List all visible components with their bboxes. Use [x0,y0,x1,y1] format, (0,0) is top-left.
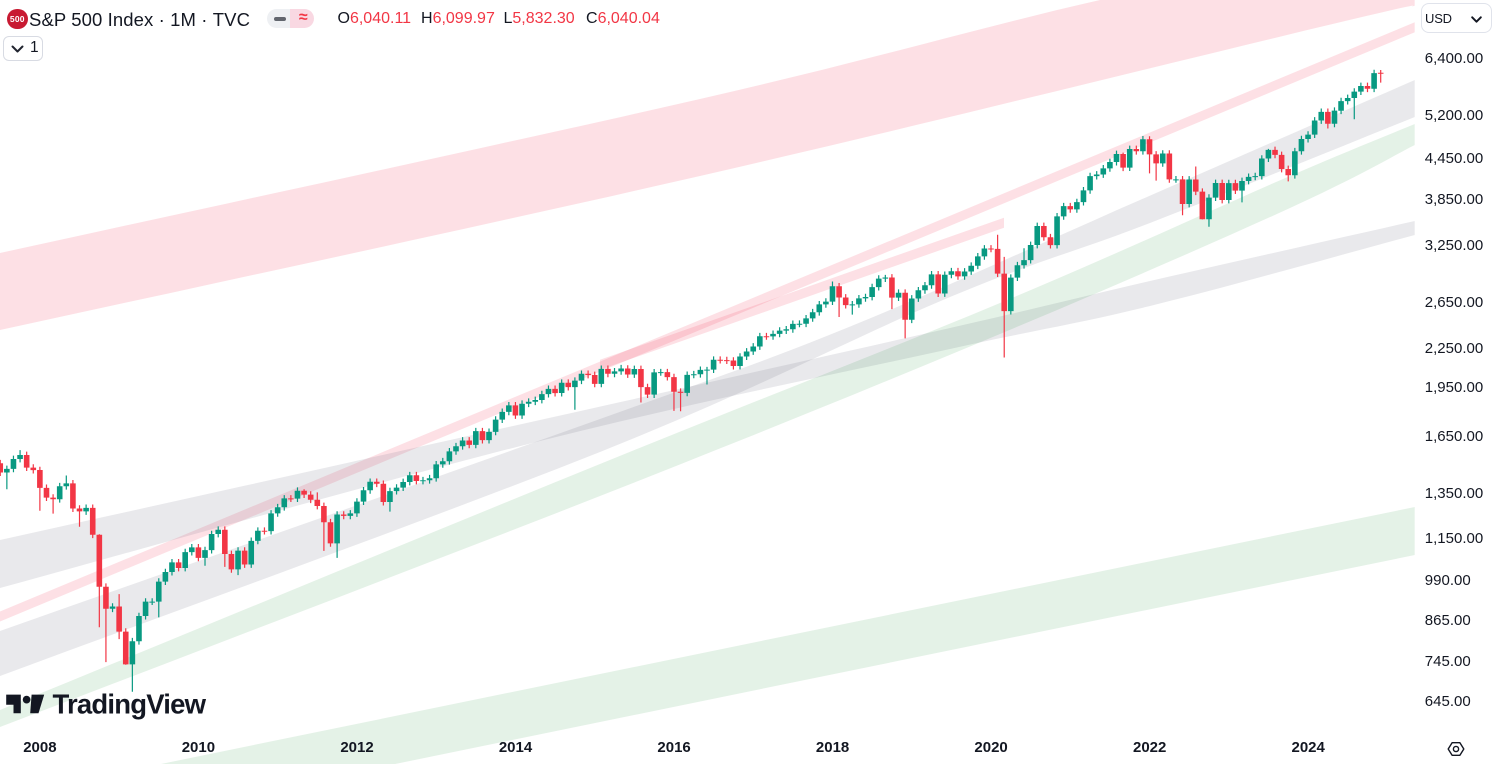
svg-text:TradingView: TradingView [53,688,207,719]
